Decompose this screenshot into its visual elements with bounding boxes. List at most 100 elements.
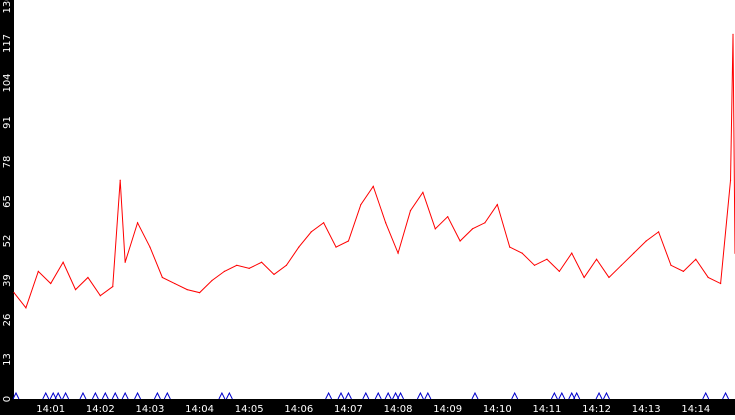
series-1-spike [397, 391, 404, 400]
series-0-point [729, 179, 732, 181]
x-axis-band [0, 399, 735, 415]
series-0-line [13, 34, 735, 309]
series-1-spike [424, 391, 432, 400]
series-0-point [285, 264, 288, 266]
series-1-spike [722, 391, 730, 400]
series-0-point [434, 228, 436, 230]
series-0-point [732, 33, 734, 35]
y-tick-label: 130 [2, 0, 13, 14]
x-tick-label: 14:06 [284, 404, 313, 415]
y-tick-label: 39 [2, 274, 13, 287]
series-0-point [583, 276, 585, 279]
y-tick-label: 78 [2, 156, 13, 169]
series-0-point [149, 246, 151, 248]
x-tick-label: 14:10 [483, 404, 512, 415]
series-0-point [136, 222, 139, 224]
series-0-point [74, 289, 77, 291]
x-tick-label: 14:13 [632, 404, 661, 415]
series-0-point [99, 295, 101, 297]
series-1-spike [374, 391, 382, 400]
x-tick-label: 14:07 [334, 404, 363, 415]
y-tick-label: 52 [2, 235, 13, 248]
x-tick-label: 14:14 [681, 404, 710, 415]
series-0-point [310, 231, 312, 233]
y-tick-label: 0 [2, 396, 13, 402]
series-1-spike [62, 391, 70, 400]
x-tick-label: 14:01 [36, 404, 65, 415]
series-0-point [13, 292, 15, 294]
series-0-point [273, 273, 275, 276]
series-0-point [558, 270, 560, 272]
x-tick-label: 14:11 [533, 404, 562, 415]
series-1-spike [101, 391, 109, 400]
series-0-point [223, 270, 225, 272]
series-0-point [211, 279, 213, 282]
x-tick-label: 14:05 [235, 404, 264, 415]
series-0-point [37, 270, 39, 272]
series-0-point [521, 252, 523, 254]
series-1-spike [595, 391, 603, 400]
series-0-point [657, 231, 660, 233]
series-0-point [533, 264, 536, 266]
x-tick-label: 14:02 [86, 404, 115, 415]
series-0-point [682, 270, 684, 272]
y-tick-label: 65 [2, 195, 13, 208]
series-1-spike [79, 391, 87, 400]
series-0-point [298, 246, 300, 248]
series-0-point [124, 261, 126, 263]
series-1-spike [337, 391, 345, 400]
series-1-spike [121, 391, 129, 400]
series-0-point [422, 191, 424, 193]
series-0-point [198, 292, 201, 294]
x-tick-label: 14:09 [433, 404, 462, 415]
series-1-spike [416, 391, 424, 400]
series-0-point [707, 276, 709, 279]
x-tick-label: 14:03 [136, 404, 165, 415]
x-tick-label: 14:12 [582, 404, 611, 415]
series-0-point [645, 240, 647, 242]
series-1-spike [12, 391, 20, 400]
series-1-spike [218, 391, 226, 400]
x-tick-label: 14:04 [185, 404, 214, 415]
series-0-point [447, 216, 449, 218]
series-1-spike [558, 391, 566, 400]
series-0-point [471, 228, 474, 230]
series-1-spike [568, 391, 576, 400]
series-0-point [119, 179, 121, 181]
series-1-spike [153, 391, 161, 400]
series-0-point [372, 185, 374, 187]
series-1-spike [325, 391, 333, 400]
series-1-spike [54, 391, 62, 400]
series-0-point [633, 252, 635, 254]
series-0-point [670, 264, 672, 266]
series-0-point [62, 261, 64, 263]
series-0-point [50, 282, 52, 285]
series-0-point [186, 289, 188, 291]
series-0-point [112, 285, 114, 288]
series-1-spike [163, 391, 171, 400]
series-1-spike [384, 391, 392, 400]
y-tick-label: 117 [2, 34, 13, 53]
series-0-point [236, 264, 238, 266]
series-0-point [720, 282, 722, 285]
series-0-point [335, 246, 337, 248]
series-0-point [397, 252, 399, 254]
series-0-point [248, 267, 250, 269]
series-0-point [174, 282, 176, 285]
series-1-spike [111, 391, 119, 400]
series-0-point [595, 258, 598, 260]
series-0-point [261, 261, 263, 263]
series-1-spike [134, 391, 142, 400]
series-1-spike [362, 391, 370, 400]
series-1-spike [603, 391, 610, 400]
series-0-point [459, 240, 461, 242]
series-0-point [484, 222, 486, 224]
series-1-spike [550, 391, 558, 400]
y-tick-label: 104 [2, 73, 13, 92]
series-1-spike [511, 391, 519, 400]
series-0-point [496, 203, 498, 206]
series-1-spike [91, 391, 99, 400]
series-1-spike [392, 391, 400, 400]
